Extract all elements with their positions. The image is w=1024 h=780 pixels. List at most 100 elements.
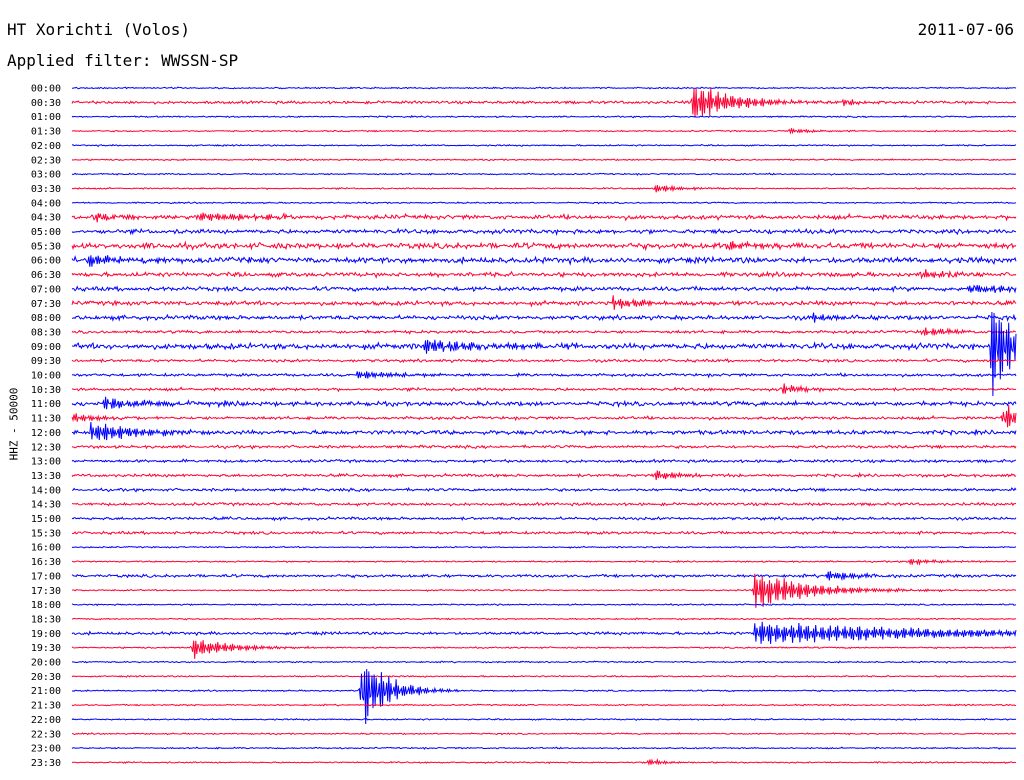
trace-1000 xyxy=(71,371,1017,380)
trace-1030 xyxy=(71,383,1017,394)
row-time-label: 12:30 xyxy=(31,442,61,453)
trace-2330 xyxy=(71,758,1017,766)
trace-0200 xyxy=(71,143,1017,148)
date-label: 2011-07-06 xyxy=(917,20,1014,39)
row-time-label: 12:00 xyxy=(31,428,61,439)
row-time-label: 15:30 xyxy=(31,528,61,539)
row-time-label: 19:30 xyxy=(31,643,61,654)
trace-0830 xyxy=(71,327,1017,336)
trace-2200 xyxy=(71,717,1017,721)
trace-0700 xyxy=(71,284,1017,294)
trace-1230 xyxy=(71,443,1017,450)
row-time-label: 08:30 xyxy=(31,327,61,338)
trace-1500 xyxy=(71,515,1017,522)
trace-0930 xyxy=(71,358,1017,364)
row-time-label: 15:00 xyxy=(31,514,61,525)
row-time-label: 00:00 xyxy=(31,84,61,95)
row-time-label: 10:30 xyxy=(31,385,61,396)
row-time-label: 03:00 xyxy=(31,170,61,181)
row-time-label: 14:30 xyxy=(31,500,61,511)
trace-2130 xyxy=(71,703,1017,707)
row-time-label: 11:00 xyxy=(31,399,61,410)
trace-0330 xyxy=(71,184,1016,193)
row-time-label: 07:00 xyxy=(31,284,61,295)
trace-0000 xyxy=(71,86,1017,90)
row-time-label: 00:30 xyxy=(31,98,61,109)
trace-1430 xyxy=(71,501,1017,507)
row-time-label: 23:30 xyxy=(31,758,61,769)
trace-2000 xyxy=(71,660,1017,664)
row-time-label: 16:30 xyxy=(31,557,61,568)
trace-1530 xyxy=(71,530,1017,536)
trace-1100 xyxy=(71,396,1017,410)
row-time-label: 22:00 xyxy=(31,715,61,726)
trace-0800 xyxy=(71,312,1017,323)
row-time-label: 13:00 xyxy=(31,457,61,468)
row-time-label: 14:00 xyxy=(31,485,61,496)
row-time-label: 21:30 xyxy=(31,701,61,712)
trace-0030 xyxy=(71,88,1017,118)
trace-1300 xyxy=(71,458,1017,464)
row-time-label: 20:30 xyxy=(31,672,61,683)
row-time-label: 19:00 xyxy=(31,629,61,640)
row-time-label: 11:30 xyxy=(31,414,61,425)
trace-1800 xyxy=(71,603,1017,607)
trace-2030 xyxy=(71,674,1017,678)
row-time-label: 13:30 xyxy=(31,471,61,482)
row-time-label: 04:30 xyxy=(31,213,61,224)
trace-0230 xyxy=(71,158,1017,162)
trace-0900 xyxy=(71,311,1017,397)
row-time-label: 02:30 xyxy=(31,155,61,166)
trace-1700 xyxy=(71,571,1017,582)
station-title: HT Xorichti (Volos) xyxy=(7,20,191,39)
trace-0630 xyxy=(71,269,1017,280)
row-time-label: 23:00 xyxy=(31,744,61,755)
row-time-label: 10:00 xyxy=(31,371,61,382)
trace-1730 xyxy=(71,573,1017,608)
row-time-label: 20:00 xyxy=(31,658,61,669)
row-time-label: 06:00 xyxy=(31,256,61,267)
trace-0500 xyxy=(71,227,1017,237)
row-time-label: 16:00 xyxy=(31,543,61,554)
trace-0600 xyxy=(71,255,1017,267)
row-time-label: 22:30 xyxy=(31,729,61,740)
row-time-label: 17:00 xyxy=(31,571,61,582)
row-time-label: 06:30 xyxy=(31,270,61,281)
trace-0430 xyxy=(71,212,1017,223)
filter-label: Applied filter: WWSSN-SP xyxy=(7,51,239,70)
trace-1200 xyxy=(71,422,1017,441)
row-time-label: 04:00 xyxy=(31,198,61,209)
trace-0530 xyxy=(71,240,1017,252)
trace-1330 xyxy=(71,470,1017,481)
row-time-label: 09:30 xyxy=(31,356,61,367)
row-time-label: 01:00 xyxy=(31,112,61,123)
row-time-label: 02:00 xyxy=(31,141,61,152)
trace-0400 xyxy=(72,201,1017,205)
trace-0100 xyxy=(71,114,1017,119)
row-time-label: 17:30 xyxy=(31,586,61,597)
row-time-label: 09:00 xyxy=(31,342,61,353)
trace-2100 xyxy=(71,668,1016,725)
trace-1630 xyxy=(71,558,1017,566)
trace-1830 xyxy=(72,617,1017,621)
trace-0300 xyxy=(71,172,1017,176)
trace-0130 xyxy=(71,128,1017,135)
trace-1600 xyxy=(71,545,1017,549)
row-time-label: 03:30 xyxy=(31,184,61,195)
trace-2300 xyxy=(71,746,1017,750)
trace-1400 xyxy=(71,486,1017,493)
row-time-label: 05:00 xyxy=(31,227,61,238)
row-time-label: 07:30 xyxy=(31,299,61,310)
trace-1930 xyxy=(71,640,1017,659)
trace-2230 xyxy=(71,732,1017,736)
row-time-label: 01:30 xyxy=(31,127,61,138)
trace-1130 xyxy=(71,404,1017,428)
row-time-label: 05:30 xyxy=(31,241,61,252)
trace-0730 xyxy=(71,295,1017,310)
row-time-label: 18:30 xyxy=(31,614,61,625)
trace-1900 xyxy=(71,621,1017,644)
row-time-label: 08:00 xyxy=(31,313,61,324)
row-time-label: 18:00 xyxy=(31,600,61,611)
row-time-label: 21:00 xyxy=(31,686,61,697)
